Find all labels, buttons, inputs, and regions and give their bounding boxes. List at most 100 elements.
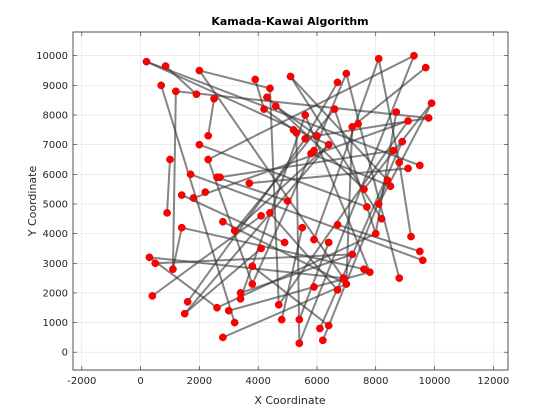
y-tick-label: 1000 xyxy=(43,318,68,329)
x-tick-label: 10000 xyxy=(419,376,451,387)
graph-edge xyxy=(166,158,171,214)
graph-edge xyxy=(377,57,401,164)
graph-node xyxy=(260,105,268,113)
graph-node xyxy=(166,155,174,164)
graph-edge xyxy=(251,152,313,286)
graph-node xyxy=(172,87,180,96)
graph-node xyxy=(151,259,160,268)
graph-node xyxy=(415,161,424,170)
graph-node xyxy=(316,324,324,333)
y-tick-label: 3000 xyxy=(43,259,68,270)
graph-node xyxy=(251,75,260,84)
graph-node xyxy=(330,105,339,113)
graph-node xyxy=(266,84,274,93)
graph-node xyxy=(204,155,213,164)
y-tick-label: 2000 xyxy=(43,288,68,299)
graph-node xyxy=(295,339,304,348)
graph-node xyxy=(248,262,257,271)
chart-title: Kamada-Kawai Algorithm xyxy=(211,15,368,28)
graph-node xyxy=(145,253,154,262)
graph-node xyxy=(354,120,362,128)
graph-edge xyxy=(277,119,410,306)
graph-node xyxy=(313,131,321,140)
graph-node xyxy=(266,209,274,217)
graph-node xyxy=(283,197,292,205)
graph-edge xyxy=(362,102,433,191)
graph-edge xyxy=(313,57,380,241)
graph-edge xyxy=(233,108,336,232)
graph-node xyxy=(324,140,333,149)
graph-node xyxy=(216,173,224,182)
graph-edge xyxy=(295,131,301,345)
graph-node xyxy=(263,93,271,102)
graph-edge xyxy=(180,226,365,271)
graph-edge xyxy=(280,226,304,321)
graph-node xyxy=(177,191,186,199)
graph-node xyxy=(189,194,198,202)
graph-node xyxy=(348,250,357,259)
x-axis-label: X Coordinate xyxy=(254,394,326,407)
x-tick-label: 12000 xyxy=(477,376,509,387)
graph-edge xyxy=(345,72,401,280)
graph-node xyxy=(298,223,307,232)
graph-edge xyxy=(221,220,348,286)
graph-node xyxy=(333,78,342,87)
nodes xyxy=(142,51,436,348)
y-tick-label: 6000 xyxy=(43,170,68,181)
graph-node xyxy=(404,117,412,125)
x-tick-label: 2000 xyxy=(187,376,212,387)
graph-node xyxy=(148,292,157,300)
graph-node xyxy=(374,200,383,208)
y-tick-label: 5000 xyxy=(43,199,68,210)
graph-edge xyxy=(148,256,219,309)
graph-node xyxy=(236,289,245,297)
graph-node xyxy=(363,203,371,211)
graph-edge xyxy=(304,114,371,274)
graph-node xyxy=(286,72,295,81)
graph-node xyxy=(418,256,427,265)
graph-node xyxy=(377,214,386,223)
graph-edge xyxy=(207,97,216,137)
graph-node xyxy=(386,182,395,191)
graph-node xyxy=(192,90,201,99)
graph-node xyxy=(389,146,398,155)
graph-node xyxy=(277,315,286,324)
graph-edge xyxy=(254,78,266,111)
graph-edge xyxy=(374,111,398,235)
graph-edge xyxy=(318,140,404,330)
graph-node xyxy=(427,99,436,108)
graph-node xyxy=(163,209,171,217)
y-tick-label: 7000 xyxy=(43,140,68,151)
graph-node xyxy=(324,238,333,247)
graph-node xyxy=(301,111,310,119)
graph-node xyxy=(183,297,192,306)
graph-edge xyxy=(151,214,263,297)
graph-edge xyxy=(233,143,330,232)
graph-node xyxy=(360,265,368,274)
graph-edge xyxy=(289,75,383,220)
graph-node xyxy=(360,185,368,193)
graph-node xyxy=(230,226,239,235)
graph-node xyxy=(213,303,221,312)
graph-edge xyxy=(221,283,348,339)
graph-node xyxy=(257,244,265,253)
graph-edge xyxy=(145,60,421,167)
graph-node xyxy=(392,108,401,116)
graph-edge xyxy=(171,90,177,271)
graph-node xyxy=(142,57,151,66)
graph-node xyxy=(415,247,424,256)
graph-node xyxy=(310,146,318,155)
graph-edge xyxy=(398,161,413,238)
graph-node xyxy=(180,309,189,318)
graph-node xyxy=(169,265,177,274)
graph-edge xyxy=(298,54,415,345)
axes-box xyxy=(72,31,509,371)
graph-edge xyxy=(198,69,345,280)
graph-node xyxy=(195,66,204,75)
graph-node xyxy=(157,81,166,90)
graph-node xyxy=(224,306,233,315)
graph-node xyxy=(219,217,227,226)
graph-node xyxy=(371,229,380,238)
x-tick-label: 4000 xyxy=(245,376,270,387)
